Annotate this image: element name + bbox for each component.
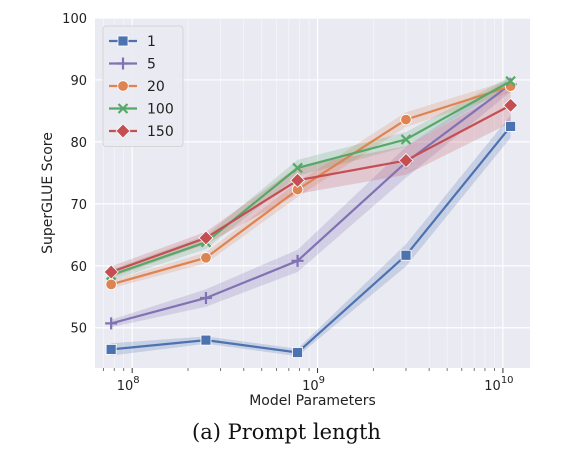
legend-box — [102, 25, 184, 147]
y-tick-label: 100 — [62, 12, 87, 27]
series-band-1 — [111, 115, 511, 357]
legend-label-100: 100 — [147, 102, 174, 118]
legend-marker-100 — [117, 103, 129, 114]
legend-marker-5 — [117, 57, 129, 70]
data-point-150 — [503, 97, 519, 113]
legend-label-5: 5 — [147, 57, 156, 73]
data-point-1 — [105, 344, 117, 355]
legend-label-20: 20 — [147, 79, 165, 95]
data-point-5 — [291, 254, 304, 267]
data-point-5 — [199, 292, 212, 304]
data-point-5 — [105, 317, 118, 330]
data-point-1 — [400, 249, 412, 261]
y-tick-label: 70 — [70, 198, 87, 213]
x-axis-label: Model Parameters — [249, 393, 376, 409]
data-point-1 — [505, 121, 516, 132]
data-point-150 — [198, 230, 214, 246]
data-point-1 — [292, 347, 303, 358]
legend-marker-20 — [117, 80, 129, 92]
data-point-150 — [398, 152, 414, 169]
data-point-20 — [200, 252, 212, 264]
y-tick-label: 60 — [70, 260, 87, 275]
data-point-20 — [400, 113, 412, 126]
legend: 1 5 20 100 150 — [102, 25, 184, 147]
x-tick-label: 108 — [117, 375, 140, 394]
y-tick-label: 80 — [70, 136, 87, 151]
data-point-100 — [292, 162, 303, 174]
legend-label-150: 150 — [147, 124, 174, 140]
series-band-20 — [111, 79, 511, 289]
data-point-20 — [105, 278, 117, 291]
series-band-150 — [111, 88, 511, 278]
data-point-150 — [289, 172, 306, 188]
prompt-length-chart: 108 109 1010 50 60 70 80 90 100 Model Parameters S… — [40, 12, 530, 409]
legend-marker-150 — [115, 123, 131, 139]
y-tick-label: 50 — [70, 322, 87, 337]
legend-marker-1 — [117, 35, 129, 47]
y-tick-label: 90 — [70, 74, 87, 89]
legend-label-1: 1 — [147, 34, 156, 50]
y-axis-label: SuperGLUE Score — [40, 132, 56, 254]
x-tick-label: 1010 — [484, 375, 513, 394]
series-group — [103, 75, 519, 358]
figure-caption: (a) Prompt length — [192, 420, 381, 444]
data-point-150 — [103, 264, 119, 280]
data-point-100 — [505, 75, 516, 87]
data-point-1 — [200, 334, 212, 346]
data-point-100 — [400, 134, 412, 145]
x-tick-label: 109 — [302, 375, 325, 394]
